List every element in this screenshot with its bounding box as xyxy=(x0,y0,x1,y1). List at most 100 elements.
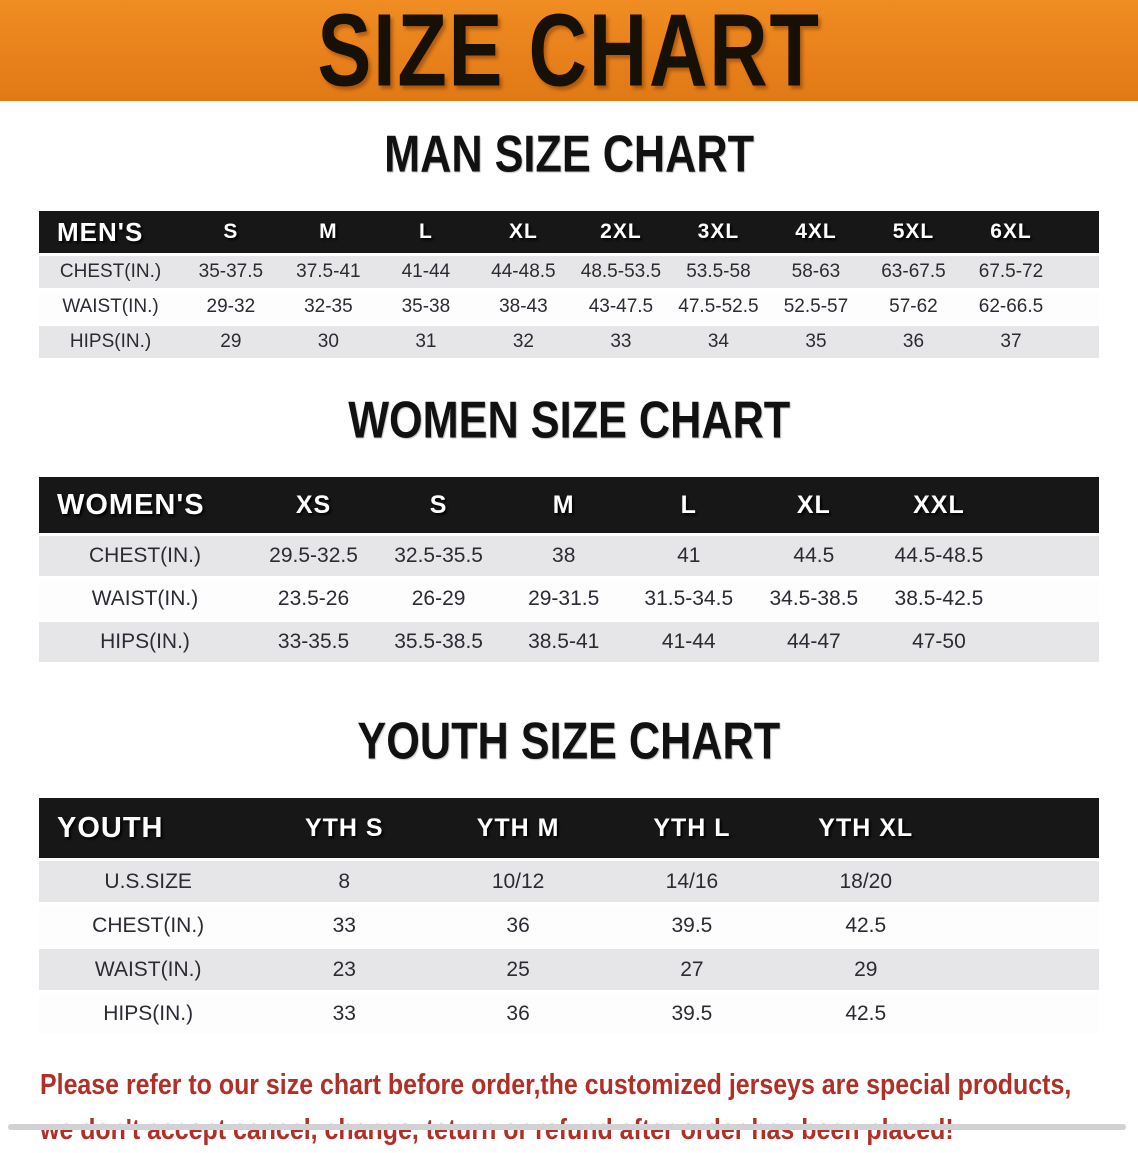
value-cell: 38.5-42.5 xyxy=(876,579,1002,619)
row-label: CHEST(IN.) xyxy=(39,905,258,946)
value-cell: 63-67.5 xyxy=(864,256,963,288)
men-size-table: MEN'S S M L XL 2XL 3XL 4XL 5XL 6XL CHEST(IN.) 35-3… xyxy=(39,208,1099,361)
value-cell: 44-48.5 xyxy=(474,256,573,288)
men-table-head: MEN'S S M L XL 2XL 3XL 4XL 5XL 6XL xyxy=(39,211,1099,253)
women-section-title: WOMEN SIZE CHART xyxy=(0,391,1138,458)
men-col-3xl: 3XL xyxy=(669,211,768,253)
men-col-6xl: 6XL xyxy=(962,211,1060,253)
value-cell: 57-62 xyxy=(864,291,963,323)
value-cell: 44-47 xyxy=(751,622,877,662)
value-cell: 34 xyxy=(669,326,768,358)
value-cell: 29-31.5 xyxy=(501,579,627,619)
value-cell: 25 xyxy=(431,949,606,990)
spacer-cell xyxy=(952,905,1099,946)
page-title: SIZE CHART xyxy=(317,0,821,108)
women-row-hips-in: HIPS(IN.) 33-35.5 35.5-38.5 38.5-41 41-44 44-… xyxy=(39,622,1099,662)
youth-col-yth-l: YTH L xyxy=(605,798,779,858)
spacer-cell xyxy=(1059,291,1099,323)
value-cell: 36 xyxy=(431,905,606,946)
value-cell: 43-47.5 xyxy=(572,291,670,323)
youth-section-title-text: YOUTH SIZE CHART xyxy=(357,711,781,770)
value-cell: 30 xyxy=(279,326,378,358)
spacer-cell xyxy=(1059,256,1099,288)
men-row-hips-in: HIPS(IN.) 29 30 31 32 33 34 35 36 37 xyxy=(39,326,1099,358)
row-label: WAIST(IN.) xyxy=(39,949,258,990)
spacer-cell xyxy=(1001,579,1099,619)
value-cell: 29 xyxy=(778,949,953,990)
youth-col-yth-xl: YTH XL xyxy=(778,798,953,858)
value-cell: 8 xyxy=(257,861,432,902)
value-cell: 33 xyxy=(257,905,432,946)
youth-size-table: YOUTH YTH S YTH M YTH L YTH XL U.S.SIZE 8 10/1… xyxy=(39,795,1099,1037)
youth-row-hips-in: HIPS(IN.) 33 36 39.5 42.5 xyxy=(39,993,1099,1034)
men-col-l: L xyxy=(377,211,475,253)
spacer-cell xyxy=(952,993,1099,1034)
row-label: CHEST(IN.) xyxy=(39,536,251,576)
men-section-title: MAN SIZE CHART xyxy=(0,125,1138,192)
value-cell: 47.5-52.5 xyxy=(669,291,768,323)
value-cell: 29.5-32.5 xyxy=(251,536,377,576)
women-table-body: CHEST(IN.) 29.5-32.5 32.5-35.5 38 41 44.5 44.5… xyxy=(39,536,1099,662)
value-cell: 62-66.5 xyxy=(962,291,1060,323)
value-cell: 53.5-58 xyxy=(669,256,768,288)
men-col-s: S xyxy=(182,211,280,253)
women-col-l: L xyxy=(626,477,752,533)
youth-col-yth-m: YTH M xyxy=(431,798,606,858)
spacer-cell xyxy=(1059,211,1099,253)
women-table-title: WOMEN'S xyxy=(39,477,251,533)
women-size-table: WOMEN'S XS S M L XL XXL CHEST(IN.) 29.5-32.5 32.… xyxy=(39,474,1099,665)
value-cell: 44.5 xyxy=(751,536,877,576)
youth-col-yth-s: YTH S xyxy=(257,798,432,858)
women-col-m: M xyxy=(501,477,627,533)
value-cell: 38-43 xyxy=(474,291,573,323)
youth-header-row: YOUTH YTH S YTH M YTH L YTH XL xyxy=(39,798,1099,858)
value-cell: 34.5-38.5 xyxy=(751,579,877,619)
value-cell: 42.5 xyxy=(778,905,953,946)
women-row-waist-in: WAIST(IN.) 23.5-26 26-29 29-31.5 31.5-34.5 34… xyxy=(39,579,1099,619)
men-col-5xl: 5XL xyxy=(864,211,963,253)
row-label: U.S.SIZE xyxy=(39,861,258,902)
value-cell: 35.5-38.5 xyxy=(376,622,502,662)
women-header-row: WOMEN'S XS S M L XL XXL xyxy=(39,477,1099,533)
notice-line-2: we don't accept cancel, change, teturn o… xyxy=(40,1114,954,1146)
men-col-2xl: 2XL xyxy=(572,211,670,253)
spacer-cell xyxy=(952,861,1099,902)
men-row-chest-in: CHEST(IN.) 35-37.5 37.5-41 41-44 44-48.5 48.5… xyxy=(39,256,1099,288)
value-cell: 38.5-41 xyxy=(501,622,627,662)
value-cell: 41-44 xyxy=(626,622,752,662)
value-cell: 33 xyxy=(257,993,432,1034)
spacer-cell xyxy=(952,798,1099,858)
value-cell: 32 xyxy=(474,326,573,358)
order-notice: Please refer to our size chart before or… xyxy=(40,1063,1138,1153)
spacer-cell xyxy=(1001,536,1099,576)
value-cell: 47-50 xyxy=(876,622,1002,662)
youth-row-u-s-size: U.S.SIZE 8 10/12 14/16 18/20 xyxy=(39,861,1099,902)
value-cell: 36 xyxy=(864,326,963,358)
value-cell: 41-44 xyxy=(377,256,475,288)
men-col-xl: XL xyxy=(474,211,573,253)
row-label: HIPS(IN.) xyxy=(39,326,183,358)
notice-line-1: Please refer to our size chart before or… xyxy=(40,1069,1072,1101)
value-cell: 31 xyxy=(377,326,475,358)
value-cell: 23 xyxy=(257,949,432,990)
row-label: WAIST(IN.) xyxy=(39,291,183,323)
value-cell: 41 xyxy=(626,536,752,576)
men-row-waist-in: WAIST(IN.) 29-32 32-35 35-38 38-43 43-47.5 47.… xyxy=(39,291,1099,323)
women-table-head: WOMEN'S XS S M L XL XXL xyxy=(39,477,1099,533)
women-col-xs: XS xyxy=(251,477,377,533)
women-col-xl: XL xyxy=(751,477,877,533)
row-label: CHEST(IN.) xyxy=(39,256,183,288)
men-table-body: CHEST(IN.) 35-37.5 37.5-41 41-44 44-48.5 48.5… xyxy=(39,256,1099,358)
bottom-divider xyxy=(8,1124,1126,1130)
banner: SIZE CHART xyxy=(0,0,1138,108)
row-label: HIPS(IN.) xyxy=(39,993,258,1034)
spacer-cell xyxy=(1001,622,1099,662)
value-cell: 23.5-26 xyxy=(251,579,377,619)
value-cell: 29-32 xyxy=(182,291,280,323)
value-cell: 37 xyxy=(962,326,1060,358)
spacer-cell xyxy=(1001,477,1099,533)
value-cell: 39.5 xyxy=(605,993,779,1034)
value-cell: 35-37.5 xyxy=(182,256,280,288)
women-row-chest-in: CHEST(IN.) 29.5-32.5 32.5-35.5 38 41 44.5 44.5… xyxy=(39,536,1099,576)
value-cell: 14/16 xyxy=(605,861,779,902)
